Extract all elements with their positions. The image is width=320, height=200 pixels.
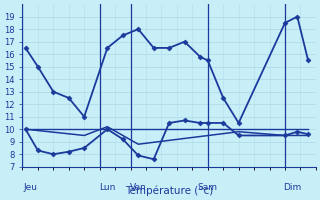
- Text: Sam: Sam: [198, 183, 218, 192]
- Text: Jeu: Jeu: [23, 183, 37, 192]
- Text: Ven: Ven: [130, 183, 147, 192]
- X-axis label: Température (°c): Température (°c): [125, 185, 213, 196]
- Text: Dim: Dim: [284, 183, 302, 192]
- Text: Lun: Lun: [99, 183, 116, 192]
